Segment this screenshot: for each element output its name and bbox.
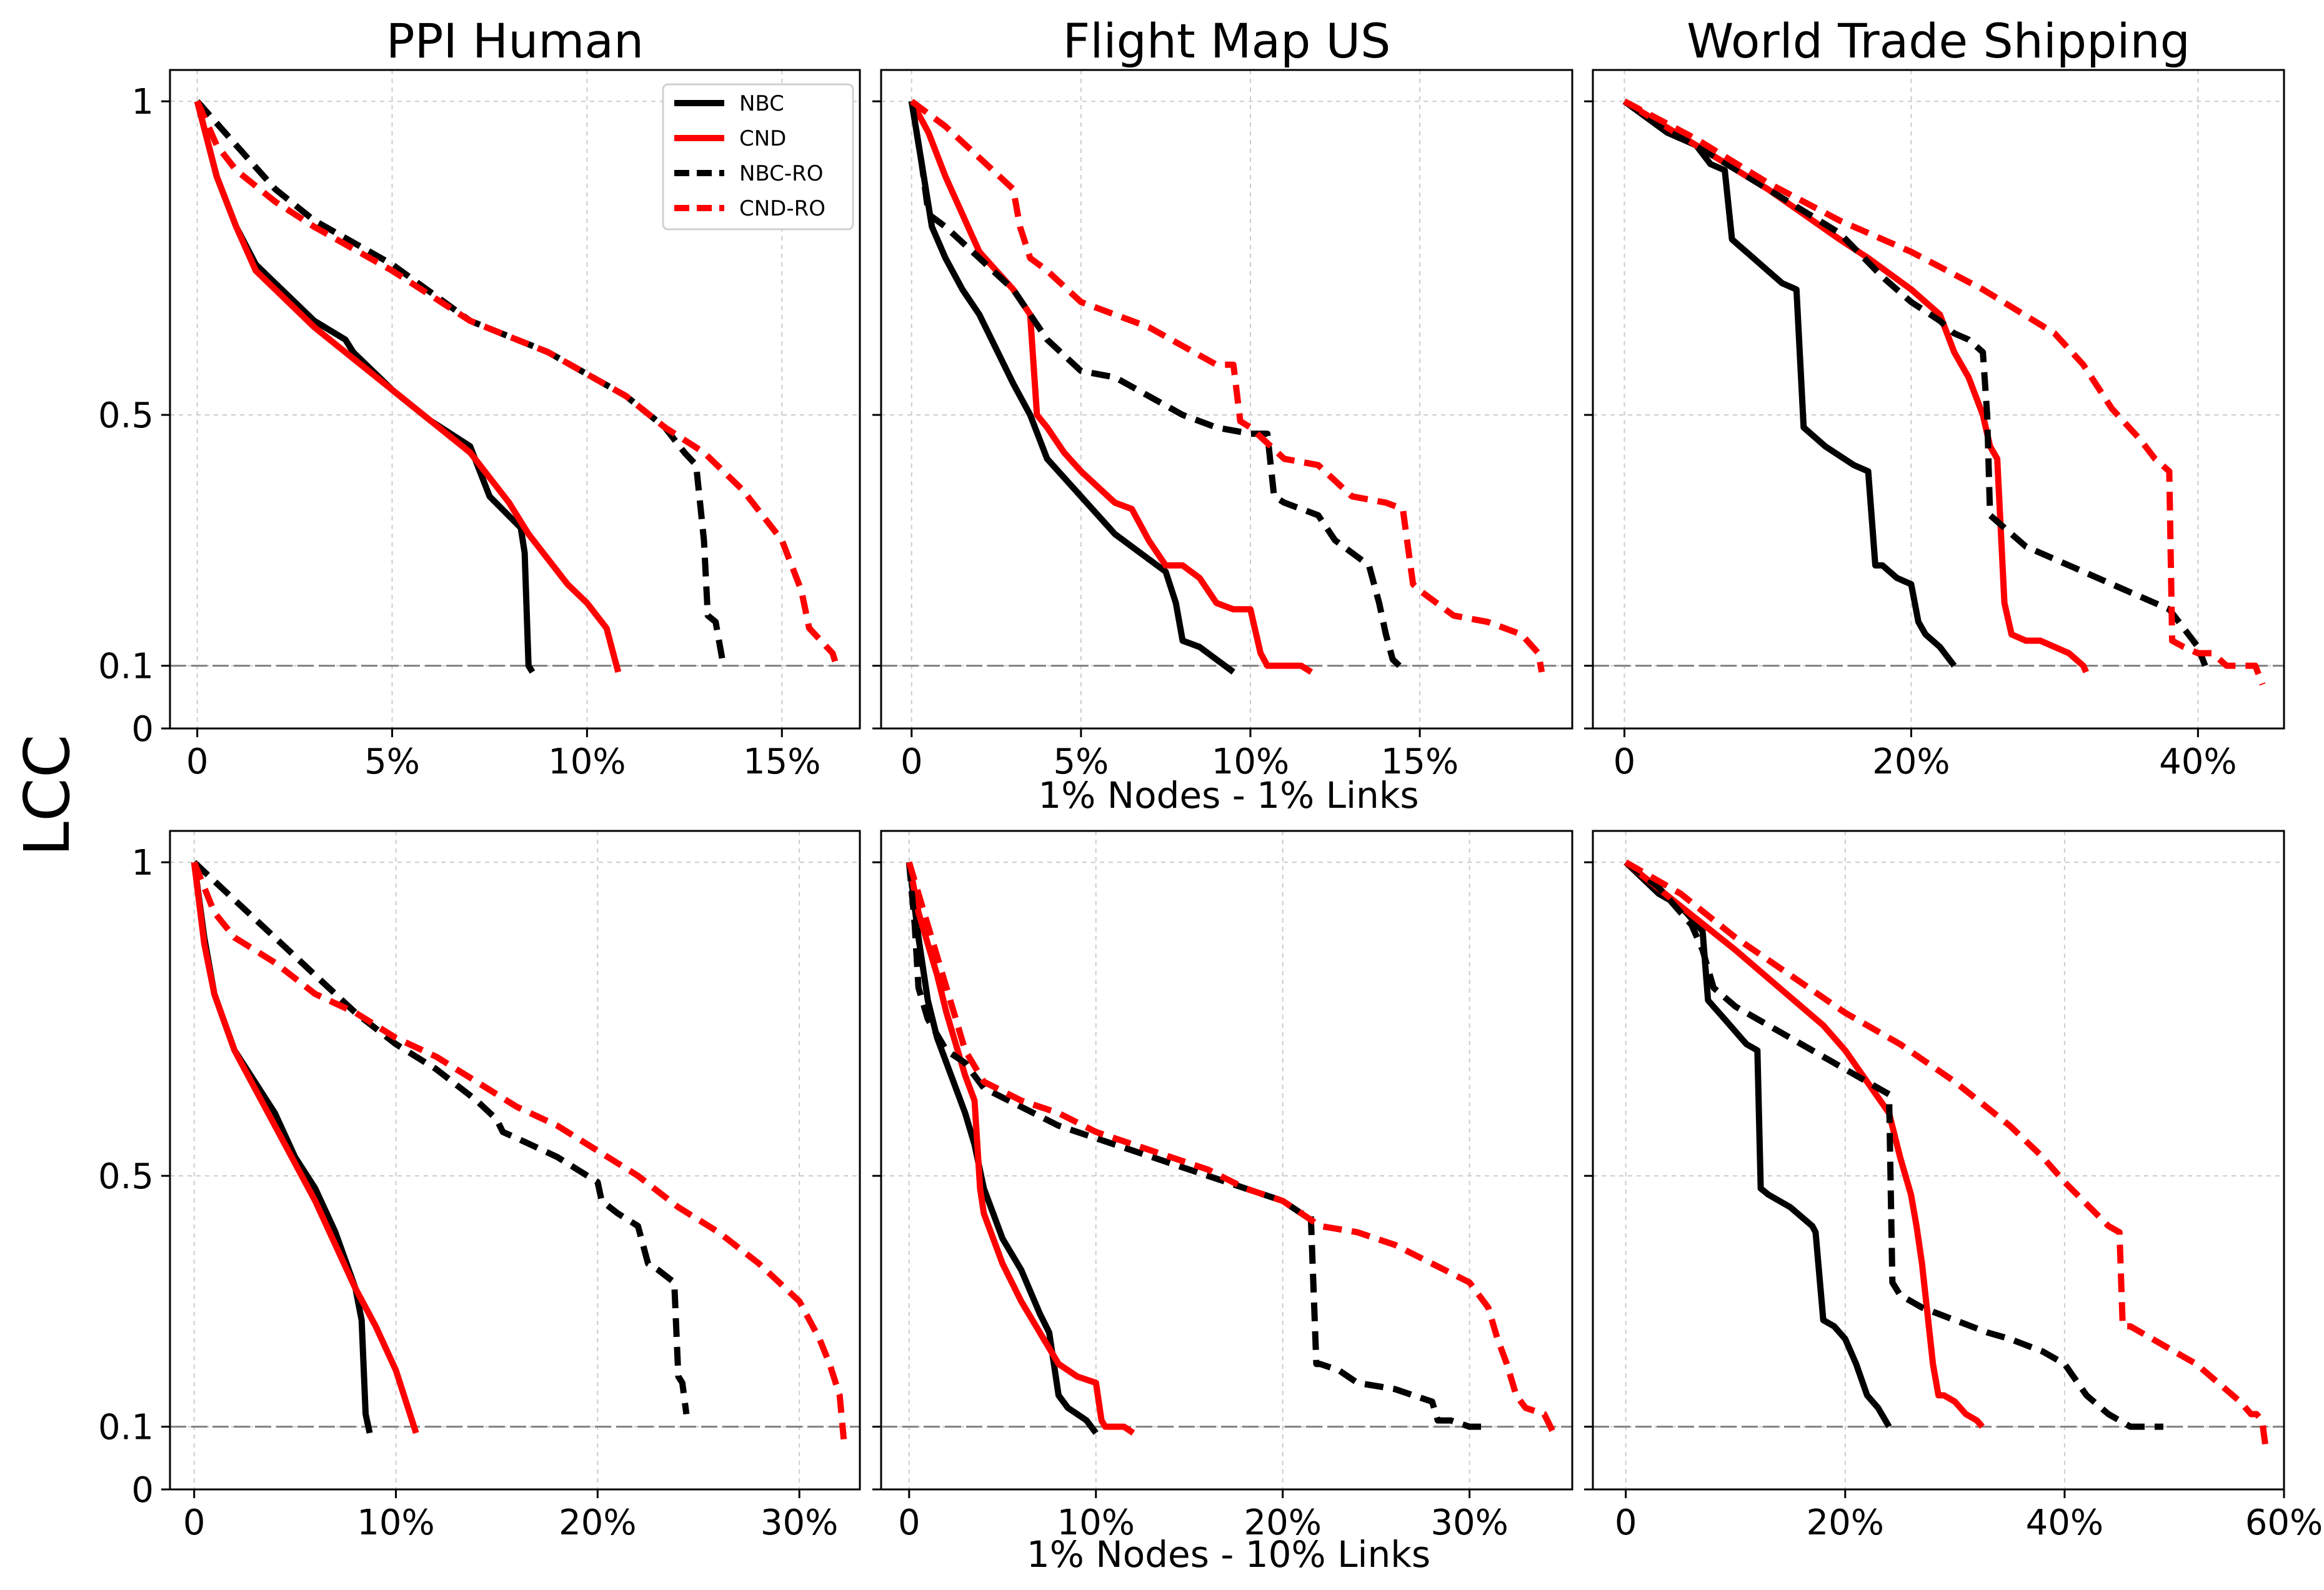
x-tick-label: 0	[898, 1503, 920, 1543]
panel-frame	[880, 69, 1573, 730]
y-tick-label: 0.1	[98, 1408, 154, 1448]
legend-label-cnd: CND	[739, 126, 786, 151]
series-nbc-line	[1622, 99, 1957, 668]
series-nbc-line	[908, 101, 1235, 675]
series-group	[905, 861, 1557, 1436]
x-tick-label: 15%	[1381, 742, 1459, 782]
legend-label-cnd-ro: CND-RO	[739, 196, 825, 221]
panel-5: 0 10% 20% 30%	[872, 830, 1573, 1543]
x-tick-label: 0	[1615, 1503, 1637, 1543]
x-tick-label: 60%	[2245, 1503, 2323, 1543]
x-tick-label: 0	[183, 1503, 206, 1543]
series-nbc-line	[905, 862, 1099, 1435]
y-tick-label: 0.5	[98, 1156, 154, 1197]
x-tick-label: 40%	[2159, 742, 2237, 782]
series-cnd-line	[909, 99, 1314, 675]
panel-frame	[1592, 69, 2285, 730]
x-tick-label: 15%	[743, 742, 820, 782]
panel-frame	[880, 830, 1573, 1491]
x-tick-label: 10%	[1212, 742, 1289, 782]
series-cnd-line	[905, 862, 1135, 1436]
series-nbc-ro-line	[1622, 98, 2208, 667]
series-cnd-ro-line	[1623, 98, 2266, 686]
series-cnd-line	[194, 100, 622, 673]
x-tick-label: 10%	[357, 1503, 434, 1543]
panel-2: 0 5% 10% 15% Flight Map US	[872, 13, 1573, 782]
panel-3: 0 20% 40% World Trade Shipping	[1584, 13, 2285, 782]
x-tick-label: 30%	[761, 1503, 838, 1543]
x-tick-label: 5%	[1053, 742, 1109, 782]
panels: 0 5% 10% 15% 0 0.1 0.5 1 PPI Human 0 5% 10% 15% Fligh…	[98, 13, 2323, 1543]
x-tick-label: 0	[186, 742, 209, 782]
y-axis-label: LCC	[11, 734, 84, 856]
series-cnd-line	[1623, 860, 1985, 1429]
series-cnd-ro-line	[1624, 859, 2269, 1446]
row-2-xlabel: 1% Nodes - 10% Links	[1027, 1533, 1430, 1576]
series-cnd-ro-line	[909, 99, 1545, 673]
series-cnd-ro-line	[906, 861, 1557, 1434]
panel-title: World Trade Shipping	[1687, 13, 2190, 69]
x-tick-label: 20%	[1872, 742, 1950, 782]
series-cnd-ro-line	[194, 100, 840, 667]
y-tick-label: 1	[131, 843, 154, 883]
series-group	[1623, 859, 2269, 1446]
panel-6: 0 20% 40% 60%	[1584, 830, 2323, 1543]
y-tick-label: 0.1	[98, 647, 154, 687]
legend: NBC CND NBC-RO CND-RO	[662, 83, 854, 231]
series-nbc-ro-line	[194, 99, 727, 667]
series-nbc-ro-line	[1623, 860, 2163, 1430]
series-cnd-line	[191, 862, 419, 1434]
panel-frame	[169, 830, 861, 1491]
series-group	[1622, 98, 2266, 686]
x-tick-label: 30%	[1430, 1503, 1508, 1543]
panel-frame	[169, 69, 861, 730]
panel-title: Flight Map US	[1063, 13, 1391, 69]
series-group	[191, 860, 847, 1440]
row-1-xlabel: 1% Nodes - 1% Links	[1038, 774, 1419, 817]
series-group	[908, 99, 1545, 675]
y-tick-label: 1	[131, 82, 154, 122]
x-tick-label: 0	[1613, 742, 1636, 782]
panel-title: PPI Human	[386, 13, 644, 69]
x-tick-label: 0	[900, 742, 923, 782]
series-nbc-line	[1623, 860, 1892, 1429]
x-tick-label: 5%	[364, 742, 420, 782]
series-group	[194, 99, 840, 674]
panel-1: 0 5% 10% 15% 0 0.1 0.5 1 PPI Human	[98, 13, 861, 782]
legend-frame	[662, 83, 854, 231]
series-nbc-line	[194, 100, 536, 674]
y-tick-label: 0	[131, 709, 154, 750]
series-nbc-ro-line	[905, 862, 1489, 1430]
legend-label-nbc-ro: NBC-RO	[739, 161, 824, 186]
x-tick-label: 20%	[1807, 1503, 1884, 1543]
series-cnd-line	[1622, 98, 2089, 673]
panel-frame	[1592, 830, 2285, 1491]
panel-4: 0 10% 20% 30% 0 0.1 0.5 1	[98, 830, 861, 1543]
series-nbc-ro-line	[908, 101, 1402, 668]
y-tick-label: 0.5	[98, 395, 154, 436]
x-tick-label: 10%	[548, 742, 626, 782]
x-tick-label: 20%	[1244, 1503, 1321, 1543]
x-tick-label: 20%	[559, 1503, 636, 1543]
x-tick-label: 10%	[1057, 1503, 1135, 1543]
series-nbc-ro-line	[192, 860, 690, 1415]
legend-label-nbc: NBC	[739, 91, 784, 116]
series-cnd-ro-line	[191, 861, 847, 1440]
y-tick-label: 0	[131, 1470, 154, 1511]
x-tick-label: 40%	[2026, 1503, 2103, 1543]
